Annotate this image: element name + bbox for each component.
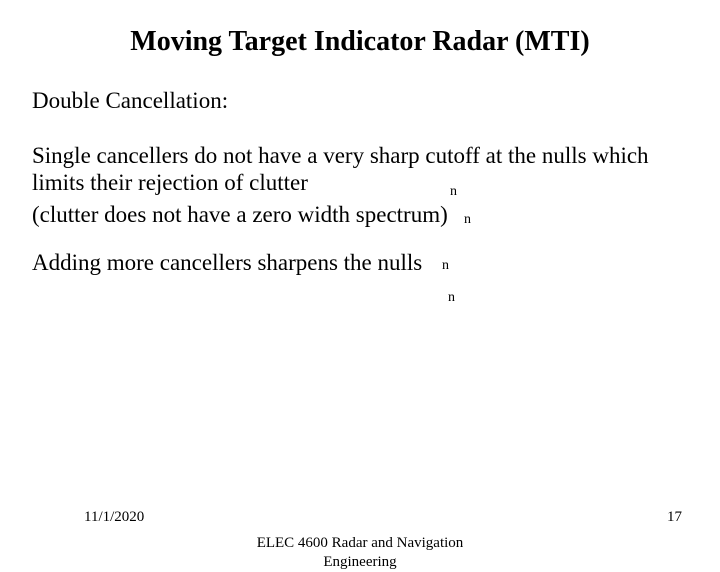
subheading: Double Cancellation: [32,88,688,114]
footer-date: 11/1/2020 [84,509,144,526]
paragraph-3: Adding more cancellers sharpens the null… [32,250,422,275]
paragraph-1: Single cancellers do not have a very sha… [32,142,688,196]
footer-course-line1: ELEC 4600 Radar and Navigation [257,535,464,551]
paragraph-3-wrapper: Adding more cancellers sharpens the null… [32,250,688,276]
footer-page-number: 17 [667,509,682,526]
paragraph-2: (clutter does not have a zero width spec… [32,202,448,227]
footer-course-line2: Engineering [323,554,396,570]
slide-title: Moving Target Indicator Radar (MTI) [0,26,720,58]
n-label-2: n [464,212,471,228]
n-label-1: n [450,184,457,200]
n-label-4: n [448,290,455,306]
paragraph-2-wrapper: n (clutter does not have a zero width sp… [32,202,688,228]
slide-content: Double Cancellation: Single cancellers d… [0,88,720,276]
n-label-3: n [442,258,449,274]
